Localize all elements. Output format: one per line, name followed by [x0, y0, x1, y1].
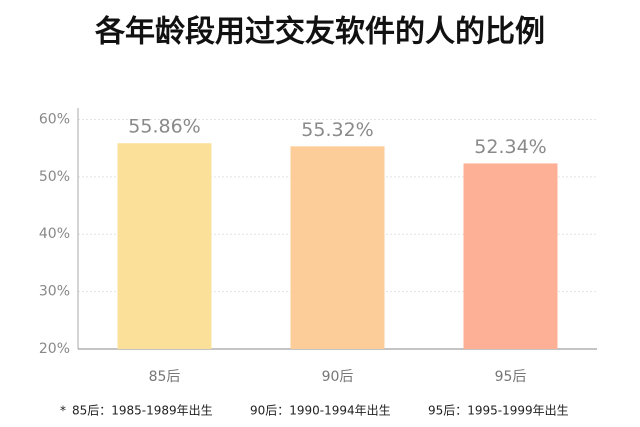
footnote: 95后：1995-1999年出生 — [428, 404, 569, 418]
footnote: 90后：1990-1994年出生 — [250, 404, 391, 418]
y-tick-label: 50% — [39, 169, 70, 185]
bar — [117, 143, 212, 349]
bar — [463, 163, 558, 349]
value-label: 52.34% — [474, 136, 546, 158]
y-tick-label: 40% — [39, 226, 70, 242]
footnote: 85后：1985-1989年出生 — [72, 404, 213, 418]
y-tick-label: 60% — [39, 111, 70, 127]
bar — [290, 146, 385, 349]
footnote: * — [60, 404, 66, 418]
chart-title: 各年龄段用过交友软件的人的比例 — [94, 15, 545, 50]
x-tick-label: 85后 — [149, 369, 181, 385]
x-tick-label: 95后 — [495, 369, 527, 385]
value-label: 55.32% — [301, 119, 373, 141]
y-tick-label: 20% — [39, 341, 70, 357]
y-tick-label: 30% — [39, 284, 70, 300]
value-label: 55.86% — [128, 116, 200, 138]
x-tick-label: 90后 — [322, 369, 354, 385]
